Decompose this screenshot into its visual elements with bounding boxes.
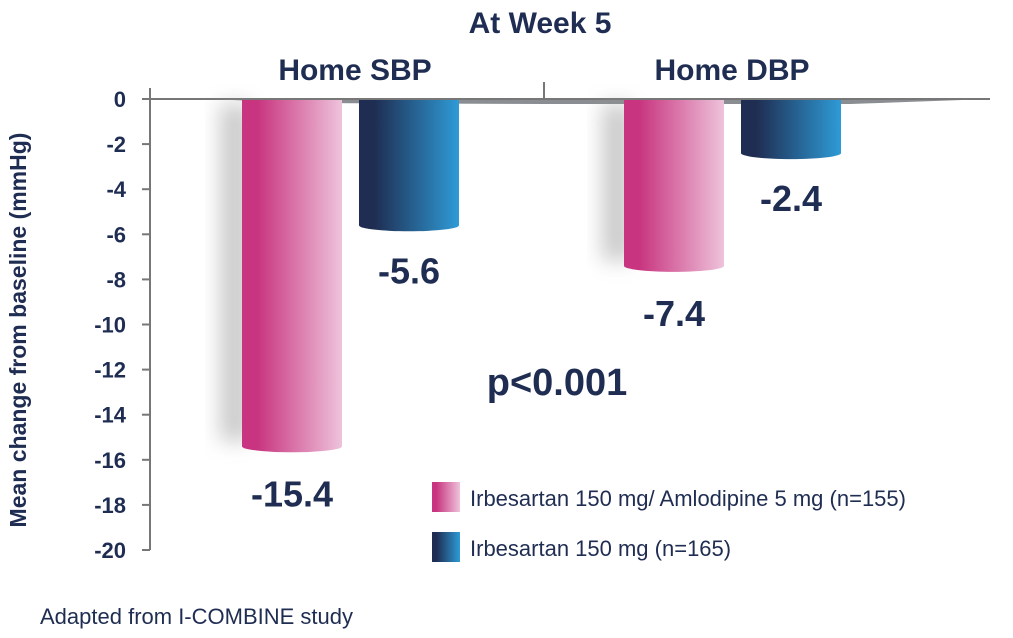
y-tick-label: -2 xyxy=(106,132,126,157)
legend-swatch xyxy=(432,482,460,512)
y-tick-label: -18 xyxy=(94,493,126,518)
legend-swatch xyxy=(432,532,460,562)
y-axis-label: Mean change from baseline (mmHg) xyxy=(5,133,31,528)
data-label: -2.4 xyxy=(760,178,822,219)
bar xyxy=(624,100,724,266)
bar-cap xyxy=(624,259,724,272)
chart-title: At Week 5 xyxy=(469,7,612,40)
bar-cap xyxy=(741,147,841,160)
y-tick-label: 0 xyxy=(114,87,126,112)
data-label: -5.6 xyxy=(378,250,440,291)
legend-label: Irbesartan 150 mg/ Amlodipine 5 mg (n=15… xyxy=(470,486,906,511)
data-label: -15.4 xyxy=(251,473,333,514)
footnote: Adapted from I-COMBINE study xyxy=(40,604,353,629)
y-tick-label: -12 xyxy=(94,358,126,383)
bar xyxy=(359,100,459,226)
bar xyxy=(242,100,342,447)
bar-cap xyxy=(359,219,459,232)
bar-cap xyxy=(242,440,342,453)
y-tick-label: -10 xyxy=(94,313,126,338)
data-label: -7.4 xyxy=(643,293,705,334)
p-value-annotation: p<0.001 xyxy=(487,362,628,404)
y-tick-label: -20 xyxy=(94,538,126,563)
legend-label: Irbesartan 150 mg (n=165) xyxy=(470,536,731,561)
y-tick-label: -4 xyxy=(106,177,126,202)
y-tick-label: -8 xyxy=(106,267,126,292)
bar xyxy=(741,100,841,154)
y-tick-label: -14 xyxy=(94,403,127,428)
y-tick-label: -6 xyxy=(106,222,126,247)
y-tick-label: -16 xyxy=(94,448,126,473)
category-label: Home DBP xyxy=(654,54,809,87)
category-label: Home SBP xyxy=(278,54,431,87)
